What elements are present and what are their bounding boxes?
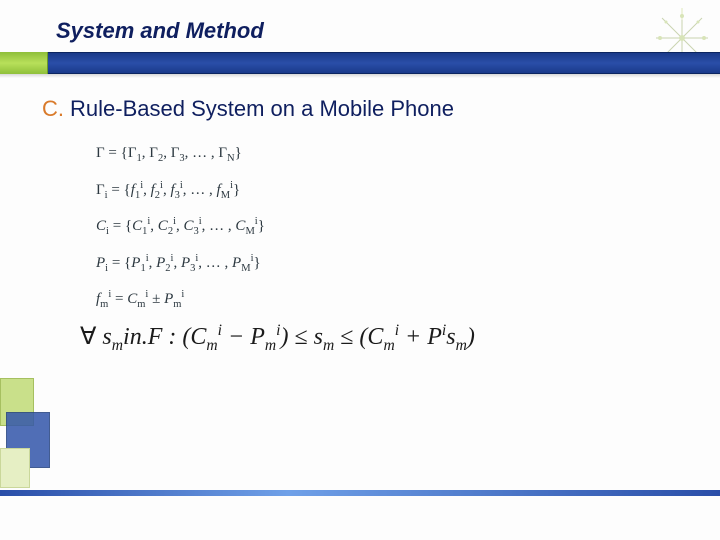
corner-deco <box>0 378 64 488</box>
bottom-band <box>0 490 720 496</box>
equation-block: Γ = {Γ1, Γ2, Γ3, … , ΓN} Γi = {f1i, f2i,… <box>96 146 265 327</box>
corner-block-pale <box>0 448 30 488</box>
equation-1: Γ = {Γ1, Γ2, Γ3, … , ΓN} <box>96 146 265 165</box>
section-heading: C.Rule-Based System on a Mobile Phone <box>42 96 454 122</box>
section-text: Rule-Based System on a Mobile Phone <box>70 96 454 121</box>
equation-3: Ci = {C1i, C2i, C3i, … , CMi} <box>96 217 265 238</box>
title-band-accent <box>0 52 48 74</box>
equation-2: Γi = {f1i, f2i, f3i, … , fMi} <box>96 181 265 202</box>
inequality-line: ∀ smin.F : (Cmi − Pmi) ≤ sm ≤ (Cmi + Pis… <box>80 322 475 355</box>
title-band <box>0 52 720 74</box>
slide-container: System and Method C.Rule-Based System on… <box>0 0 720 540</box>
title-band-shadow <box>0 74 720 78</box>
equation-5: fmi = Cmi ± Pmi <box>96 290 265 311</box>
slide-title: System and Method <box>56 18 264 44</box>
equation-4: Pi = {P1i, P2i, P3i, … , PMi} <box>96 254 265 275</box>
section-letter: C. <box>42 96 64 121</box>
